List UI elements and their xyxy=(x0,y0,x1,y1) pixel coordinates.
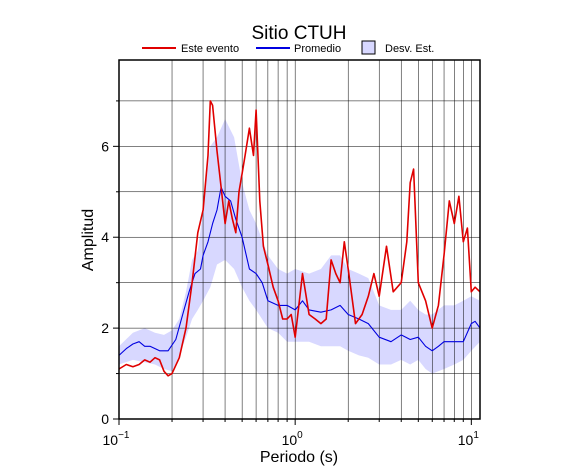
y-axis-label: Amplitud xyxy=(80,209,97,271)
x-axis-label: Periodo (s) xyxy=(260,449,338,466)
legend-swatch-desv-est xyxy=(361,40,376,55)
ticks: 0 2 4 6 10−1 100 101 xyxy=(101,100,480,448)
series-line-promedio xyxy=(118,186,481,356)
series xyxy=(118,100,481,377)
legend-label-promedio: Promedio xyxy=(294,43,341,55)
std-dev-band xyxy=(119,119,480,374)
legend-label-este-evento: Este evento xyxy=(181,43,239,55)
x-tick-label: 101 xyxy=(458,430,480,448)
y-tick-label: 0 xyxy=(101,411,109,427)
plot-frame xyxy=(118,59,481,420)
x-tick-label: 100 xyxy=(282,430,304,448)
y-tick-label: 4 xyxy=(101,229,109,245)
series-line-este-evento xyxy=(118,100,481,377)
legend: Este evento Promedio Desv. Est. xyxy=(142,40,434,55)
std-dev-band-area xyxy=(119,119,480,374)
legend-label-desv-est: Desv. Est. xyxy=(385,43,434,55)
x-tick-label: 10−1 xyxy=(103,430,130,448)
y-tick-label: 6 xyxy=(101,138,109,154)
y-tick-label: 2 xyxy=(101,320,109,336)
chart-title: Sitio CTUH xyxy=(251,23,346,44)
